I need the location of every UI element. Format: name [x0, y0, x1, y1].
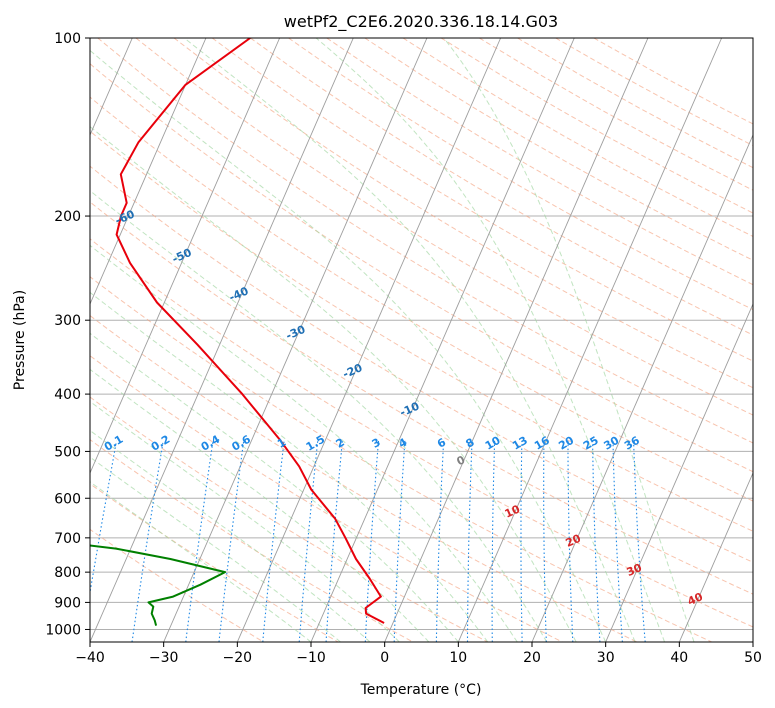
- mixing-ratio-line: [592, 440, 601, 642]
- isotherm-line: [310, 38, 575, 642]
- mixing-ratio-line: [364, 440, 380, 642]
- x-tick-label: 50: [744, 650, 762, 666]
- isotherm-line: [384, 38, 649, 642]
- mixing-ratio-line: [633, 440, 646, 642]
- moist-adiabat: [90, 456, 341, 642]
- mixing-ratio-line: [131, 440, 164, 642]
- dry-adiabat: [288, 38, 753, 311]
- dry-adiabat: [90, 483, 339, 642]
- mixing-ratio-line: [185, 440, 214, 642]
- mixing-ratio-line: [393, 440, 406, 642]
- isotherm-line: [678, 471, 753, 642]
- x-tick-label: 30: [597, 650, 615, 666]
- dry-adiabat: [90, 355, 563, 642]
- y-tick-label: 800: [54, 565, 81, 581]
- y-tick-label: 500: [54, 444, 81, 460]
- isotherm-line: [236, 38, 502, 642]
- moist-adiabat: [90, 332, 459, 642]
- mixing-ratio-line: [435, 440, 445, 642]
- moist-adiabat: [90, 429, 371, 642]
- y-tick-label: 300: [54, 313, 81, 329]
- warm-isotherm-label: 10: [503, 502, 523, 520]
- isotherm-line: [605, 302, 753, 642]
- x-tick-label: −40: [75, 650, 105, 666]
- dry-adiabat: [90, 276, 712, 642]
- dry-adiabat: [97, 38, 753, 444]
- warm-isotherm-label: 20: [564, 532, 584, 550]
- profile-line: [90, 544, 227, 626]
- y-tick-label: 700: [54, 531, 81, 547]
- mixing-ratio-line: [325, 440, 343, 642]
- x-axis-label: Temperature (°C): [360, 682, 482, 698]
- dry-adiabat: [90, 315, 638, 642]
- mixing-ratio-line: [466, 440, 473, 642]
- x-tick-label: 20: [523, 650, 541, 666]
- y-tick-label: 600: [54, 491, 81, 507]
- x-tick-label: 0: [380, 650, 389, 666]
- y-tick-label: 900: [54, 595, 81, 611]
- isotherm-line: [163, 38, 428, 642]
- moist-adiabat: [90, 190, 548, 642]
- moist-adiabat: [90, 125, 577, 642]
- moist-adiabat: [183, 38, 636, 642]
- isotherm-line: [90, 38, 281, 475]
- mixing-ratio-line: [491, 440, 496, 642]
- chart-title: wetPf2_C2E6.2020.336.18.14.G03: [284, 12, 558, 32]
- dry-adiabat: [90, 130, 753, 532]
- axes: −40 −30 −20 −10 0 10 20 30 40 50 100 200 300 400 500 60…: [45, 31, 762, 666]
- x-tick-label: −30: [149, 650, 179, 666]
- profile-line: [115, 38, 385, 624]
- isotherm-line: [531, 133, 753, 642]
- dry-adiabat: [90, 528, 264, 642]
- mixing-ratio-line: [520, 440, 523, 642]
- x-tick-label: 40: [670, 650, 688, 666]
- background-lines: [90, 38, 753, 642]
- y-tick-label: 1000: [45, 623, 81, 639]
- mixing-ratio-line: [90, 440, 118, 596]
- plot-frame: [89, 37, 754, 643]
- x-tick-label: −10: [296, 650, 326, 666]
- dry-adiabat: [90, 63, 753, 473]
- warm-isotherm-label: 40: [686, 590, 706, 608]
- profile-lines: [90, 38, 385, 626]
- mixing-ratio-line: [218, 440, 245, 642]
- dry-adiabat: [135, 38, 753, 416]
- y-tick-label: 400: [54, 387, 81, 403]
- mixing-ratio-line: [298, 440, 319, 642]
- moist-adiabat: [90, 244, 518, 642]
- isotherm-line: [90, 38, 354, 642]
- mixing-ratio-line: [567, 440, 574, 642]
- x-tick-label: −20: [223, 650, 253, 666]
- dry-adiabat: [90, 201, 753, 595]
- isotherm-line: [90, 38, 207, 306]
- warm-isotherm-label: 30: [625, 561, 645, 579]
- x-tick-label: 10: [449, 650, 467, 666]
- moist-adiabat: [90, 368, 430, 642]
- dry-adiabat: [250, 38, 753, 336]
- moist-adiabat: [443, 38, 695, 642]
- y-tick-label: 200: [54, 209, 81, 225]
- dry-adiabat: [90, 96, 753, 502]
- moist-adiabat: [315, 38, 666, 642]
- y-axis-label: Pressure (hPa): [12, 290, 28, 390]
- moist-adiabat: [90, 291, 489, 642]
- mixing-ratio-line: [262, 440, 285, 642]
- mixing-ratio-line: [612, 440, 623, 642]
- dry-adiabat: [90, 238, 753, 628]
- mixing-ratio-line: [543, 440, 547, 642]
- dry-adiabat: [90, 396, 488, 642]
- isotherm-line: [457, 38, 723, 642]
- y-tick-label: 100: [54, 31, 81, 47]
